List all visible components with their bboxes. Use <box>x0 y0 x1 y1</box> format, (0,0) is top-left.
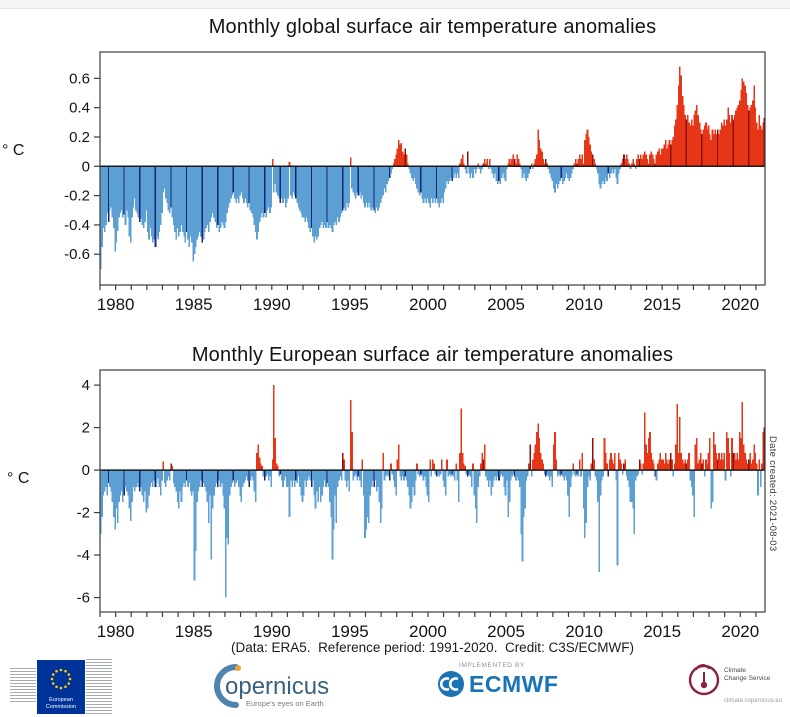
svg-text:-0.6: -0.6 <box>64 246 90 263</box>
copernicus-satellite-dot-icon <box>235 665 241 671</box>
ec-logo-left-hatch <box>10 666 36 704</box>
svg-text:2000: 2000 <box>409 295 447 314</box>
svg-text:0: 0 <box>82 158 90 175</box>
european-anomalies-chart: 4 2 0 -2 -4 -6 1980 1985 1990 1995 2000 2005 2010 201… <box>77 369 766 641</box>
svg-text:2020: 2020 <box>721 295 759 314</box>
ec-logo-line1: European <box>49 697 73 703</box>
copernicus-c-swoosh-icon <box>214 664 239 708</box>
ccs-cloud-icon <box>695 664 710 671</box>
ccs-name-line1: Climate <box>724 667 746 674</box>
ccs-thermometer-bulb-icon <box>700 681 708 689</box>
svg-text:1980: 1980 <box>97 295 135 314</box>
svg-text:4: 4 <box>82 377 90 394</box>
eu-flag-stars <box>50 668 72 690</box>
svg-text:1990: 1990 <box>253 295 291 314</box>
date-created-note: Date created: 2021-08-03 <box>767 436 778 552</box>
svg-text:2015: 2015 <box>643 295 681 314</box>
copernicus-tagline: Europe's eyes on Earth <box>246 699 324 708</box>
svg-text:2005: 2005 <box>487 295 525 314</box>
svg-text:2005: 2005 <box>487 622 525 641</box>
svg-text:-4: -4 <box>77 547 90 564</box>
ccs-url: climate.copernicus.eu <box>724 698 782 704</box>
svg-text:2010: 2010 <box>565 622 603 641</box>
svg-text:1995: 1995 <box>331 622 369 641</box>
svg-text:1985: 1985 <box>175 622 213 641</box>
svg-text:-0.4: -0.4 <box>64 217 90 234</box>
svg-text:1985: 1985 <box>175 295 213 314</box>
svg-text:2000: 2000 <box>409 622 447 641</box>
svg-text:0.4: 0.4 <box>69 100 90 117</box>
svg-text:2: 2 <box>82 420 90 437</box>
ec-logo-right-hatch <box>86 658 112 714</box>
ecmwf-logo: IMPLEMENTED BY ECMWF <box>437 662 607 698</box>
ec-logo-line2: Commission <box>46 704 76 710</box>
svg-text:2020: 2020 <box>721 622 759 641</box>
svg-text:-6: -6 <box>77 590 90 607</box>
european-chart-y-axis-unit: ° C <box>7 470 30 487</box>
global-chart-title: Monthly global surface air temperature a… <box>208 16 657 38</box>
ecmwf-wordmark: ECMWF <box>469 670 559 697</box>
svg-text:1990: 1990 <box>253 622 291 641</box>
data-source-caption: (Data: ERA5. Reference period: 1991-2020… <box>231 640 634 655</box>
svg-text:1995: 1995 <box>331 295 369 314</box>
european-chart-title: Monthly European surface air temperature… <box>191 344 674 366</box>
global-anomalies-chart: 0.6 0.4 0.2 0 -0.2 -0.4 -0.6 1980 1985 1990 1995 20… <box>64 51 766 314</box>
svg-text:2015: 2015 <box>643 622 681 641</box>
ecmwf-emblem-icon <box>438 671 464 697</box>
european-commission-logo: European Commission <box>10 658 112 714</box>
copernicus-wordmark: opernicus <box>225 673 329 700</box>
ccs-name-line2: Change Service <box>724 675 771 682</box>
climate-change-service-logo: Climate Change Service climate.copernicu… <box>688 664 782 704</box>
global-chart-y-axis-unit: ° C <box>2 142 25 159</box>
svg-text:0.2: 0.2 <box>69 129 90 146</box>
svg-text:1980: 1980 <box>97 622 135 641</box>
ecmwf-implemented-by-label: IMPLEMENTED BY <box>459 662 525 669</box>
copernicus-logo: opernicus Europe's eyes on Earth <box>214 664 329 708</box>
svg-text:-0.2: -0.2 <box>64 188 90 205</box>
top-window-strip <box>0 0 790 9</box>
svg-text:-2: -2 <box>77 505 90 522</box>
svg-text:2010: 2010 <box>565 295 603 314</box>
svg-text:0: 0 <box>82 462 90 479</box>
svg-text:0.6: 0.6 <box>69 70 90 87</box>
